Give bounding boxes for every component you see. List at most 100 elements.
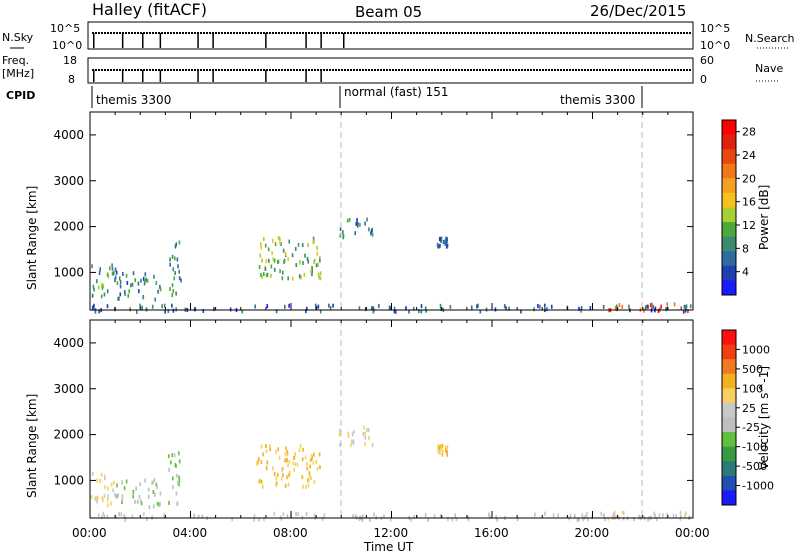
- data-cell-247: [282, 512, 285, 517]
- colorbar-swatch-9: [722, 461, 736, 477]
- colorbar-swatch-4: [722, 178, 736, 194]
- data-cell-211: [643, 308, 645, 313]
- colorbar-swatch-5: [722, 192, 736, 208]
- data-cell-245: [683, 304, 686, 309]
- data-cell-14: [102, 283, 105, 288]
- colorbar-tick-label-0: 4: [742, 266, 749, 279]
- data-cell-309: [388, 305, 391, 310]
- data-cell-99: [318, 452, 321, 457]
- nsky-tick-top: 10^5: [50, 22, 80, 35]
- data-cell-147: [318, 275, 320, 280]
- data-cell-53: [117, 493, 119, 498]
- data-cell-62: [171, 283, 174, 288]
- data-cell-243: [580, 308, 582, 313]
- velocity-colorbar-label: Velocity [m s^-1]: [757, 366, 771, 470]
- data-cell-235: [161, 304, 163, 309]
- data-cell-137: [267, 247, 270, 252]
- data-cell-40: [121, 480, 123, 485]
- data-cell-226: [362, 514, 364, 519]
- data-cell-280: [254, 304, 256, 309]
- data-cell-2: [99, 478, 101, 483]
- colorbar-swatch-10: [722, 265, 736, 281]
- data-cell-123: [298, 448, 301, 453]
- data-cell-139: [306, 466, 308, 471]
- data-cell-54: [143, 281, 146, 286]
- data-cell-120: [287, 482, 290, 487]
- data-cell-255: [314, 303, 317, 308]
- data-cell-145: [286, 458, 288, 463]
- velocity-colorbar: 1000 500 100 25 -25 -100 -500 -1000: [721, 329, 774, 506]
- data-cell-143: [299, 259, 301, 264]
- data-cell-120: [311, 268, 314, 273]
- data-cell-322: [231, 517, 233, 522]
- data-cell-37: [154, 297, 157, 302]
- data-cell-75: [175, 473, 178, 478]
- data-cell-288: [420, 304, 423, 309]
- velocity-xticks: [89, 320, 694, 518]
- data-cell-198: [444, 448, 447, 453]
- data-cell-58: [144, 279, 146, 284]
- data-cell-76: [169, 262, 171, 267]
- colorbar-tick-label-6: 28: [742, 126, 756, 139]
- data-cell-4: [101, 498, 104, 503]
- data-cell-44: [118, 296, 120, 301]
- data-cell-203: [622, 510, 625, 515]
- data-cell-72: [173, 276, 176, 281]
- data-cell-33: [126, 280, 129, 285]
- data-cell-224: [576, 517, 579, 522]
- data-cell-257: [313, 513, 316, 518]
- data-cell-124: [270, 273, 272, 278]
- data-cell-39: [152, 490, 155, 495]
- beam-title: Beam 05: [355, 3, 422, 21]
- data-cell-221: [253, 517, 255, 522]
- data-cell-174: [339, 428, 341, 433]
- colorbar-swatch-6: [722, 417, 736, 433]
- time-tick-label-6: 00:00: [675, 526, 710, 540]
- data-cell-194: [439, 450, 441, 455]
- data-cell-149: [278, 455, 281, 460]
- data-cell-71: [175, 491, 178, 496]
- data-cell-153: [310, 454, 313, 459]
- colorbar-swatch-7: [722, 222, 736, 238]
- data-cell-56: [155, 280, 158, 285]
- freq-unit: [MHz]: [2, 67, 34, 80]
- data-cell-43: [135, 486, 138, 491]
- data-cell-294: [372, 306, 374, 311]
- data-cell-197: [444, 241, 446, 246]
- data-cell-330: [373, 512, 375, 517]
- data-cell-135: [304, 455, 307, 460]
- ytick-label-0: 1000: [53, 473, 84, 487]
- data-cell-249: [93, 303, 95, 308]
- data-cell-86: [279, 237, 281, 242]
- data-cell-286: [114, 514, 117, 519]
- data-cell-66: [172, 267, 175, 272]
- data-cell-322: [266, 304, 269, 309]
- data-cell-153: [304, 253, 306, 258]
- data-cell-18: [114, 275, 117, 280]
- colorbar-swatch-11: [722, 490, 736, 506]
- data-cell-311: [580, 306, 583, 311]
- data-cell-306: [332, 303, 334, 308]
- data-cell-260: [602, 304, 605, 309]
- data-cell-170: [368, 435, 370, 440]
- colorbar-swatch-3: [722, 163, 736, 179]
- data-cell-65: [172, 476, 174, 481]
- data-cell-78: [169, 460, 172, 465]
- time-tick-label-5: 20:00: [575, 526, 610, 540]
- data-cell-10: [103, 292, 106, 297]
- data-cell-121: [309, 464, 311, 469]
- data-cell-16: [100, 294, 103, 299]
- data-cell-57: [119, 284, 122, 289]
- data-cell-92: [294, 462, 297, 467]
- data-cell-90: [319, 465, 321, 470]
- data-cell-46: [124, 291, 126, 296]
- data-cell-122: [275, 481, 278, 486]
- colorbar-swatch-0: [722, 330, 736, 346]
- data-cell-205: [660, 304, 662, 309]
- data-cell-52: [144, 272, 147, 277]
- data-cell-84: [312, 236, 315, 241]
- data-cell-114: [302, 484, 304, 489]
- data-cell-142: [256, 460, 259, 465]
- data-cell-319: [543, 303, 546, 308]
- data-cell-102: [297, 242, 300, 247]
